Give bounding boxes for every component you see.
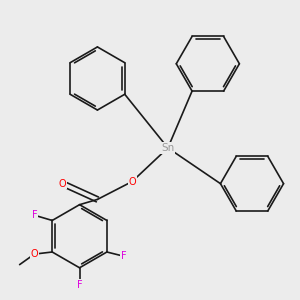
Text: F: F: [77, 280, 82, 290]
Text: O: O: [128, 176, 136, 187]
Text: O: O: [59, 179, 67, 189]
Text: F: F: [121, 251, 127, 261]
Text: O: O: [31, 249, 38, 259]
Text: Sn: Sn: [161, 143, 175, 153]
Text: F: F: [32, 210, 37, 220]
